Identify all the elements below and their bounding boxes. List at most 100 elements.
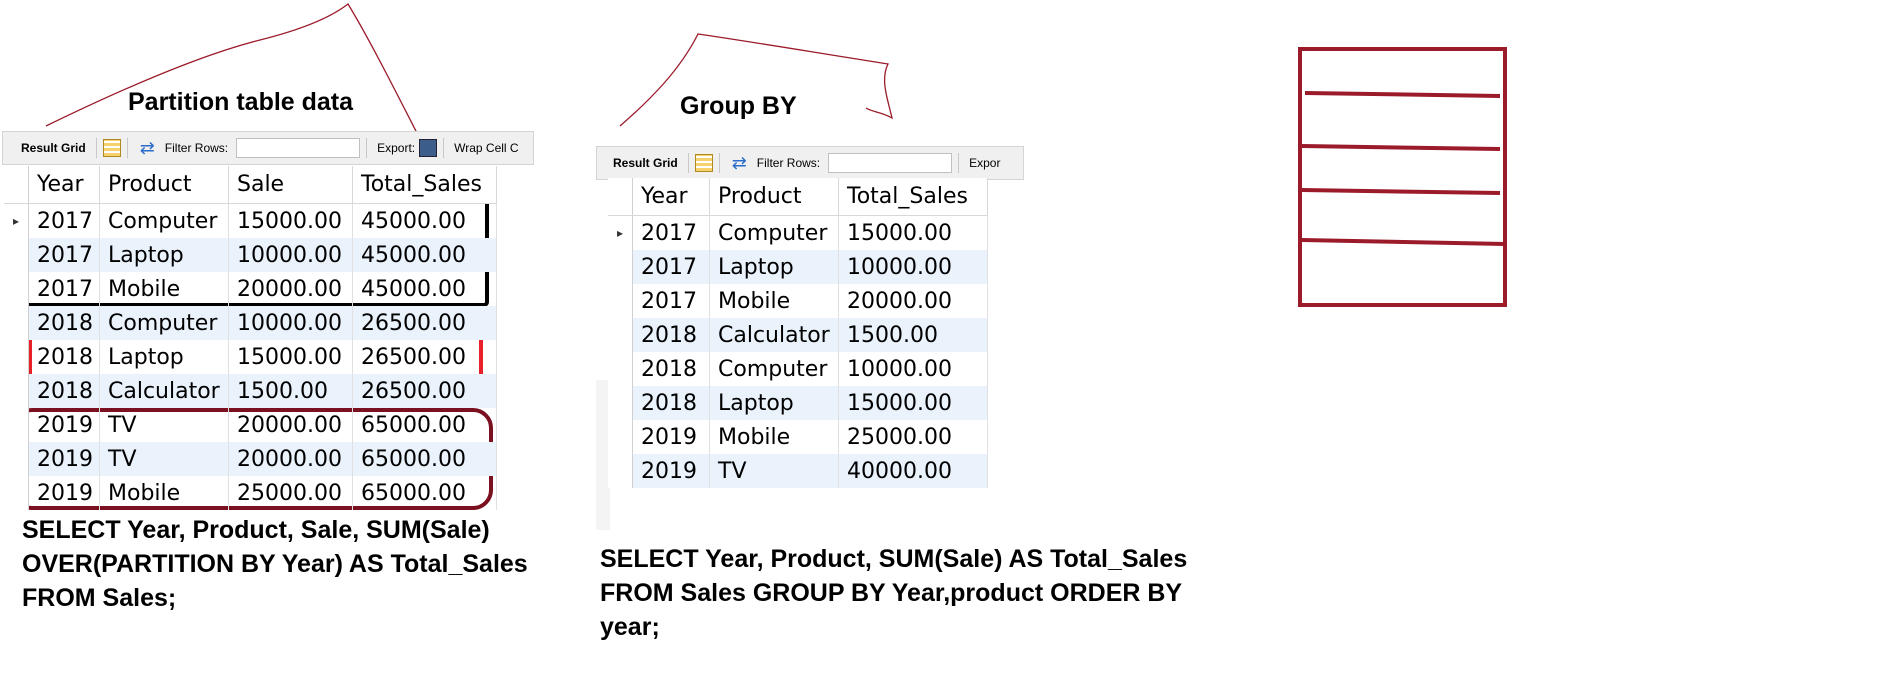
row-selector[interactable]: ▸ xyxy=(4,203,29,238)
cell-year[interactable]: 2018 xyxy=(28,340,100,374)
row-selector[interactable] xyxy=(4,442,29,476)
cell-year[interactable]: 2017 xyxy=(28,272,100,306)
cell-total[interactable]: 40000.00 xyxy=(838,454,988,488)
cell-product[interactable]: Calculator xyxy=(709,318,839,352)
cell-sale[interactable]: 1500.00 xyxy=(228,374,353,408)
cell-total[interactable]: 10000.00 xyxy=(838,352,988,386)
cell-total[interactable]: 1500.00 xyxy=(838,318,988,352)
table-row[interactable]: 2019 Mobile 25000.00 xyxy=(608,420,988,454)
column-header-year[interactable]: Year xyxy=(632,178,710,216)
table-row[interactable]: 2018 Computer 10000.00 xyxy=(608,352,988,386)
result-grid-tab[interactable]: Result Grid xyxy=(613,156,678,170)
export-save-icon[interactable] xyxy=(419,139,438,157)
filter-rows-input[interactable] xyxy=(828,153,953,173)
row-selector[interactable] xyxy=(4,408,29,442)
cell-product[interactable]: Laptop xyxy=(99,340,229,374)
row-selector[interactable] xyxy=(4,476,29,510)
cell-total[interactable]: 15000.00 xyxy=(838,386,988,420)
table-row[interactable]: 2018 Computer 10000.00 26500.00 xyxy=(4,306,497,340)
cell-total[interactable]: 45000.00 xyxy=(352,238,497,272)
cell-total[interactable]: 65000.00 xyxy=(352,408,497,442)
cell-year[interactable]: 2019 xyxy=(632,420,710,454)
cell-year[interactable]: 2017 xyxy=(28,238,100,272)
refresh-icon[interactable]: ⇄ xyxy=(139,137,155,158)
cell-year[interactable]: 2018 xyxy=(632,386,710,420)
cell-sale[interactable]: 20000.00 xyxy=(228,272,353,306)
row-selector[interactable] xyxy=(608,386,633,420)
row-selector[interactable] xyxy=(608,284,633,318)
cell-product[interactable]: Mobile xyxy=(709,284,839,318)
cell-year[interactable]: 2017 xyxy=(632,215,710,250)
cell-total[interactable]: 25000.00 xyxy=(838,420,988,454)
cell-product[interactable]: Laptop xyxy=(709,386,839,420)
column-header-sale[interactable]: Sale xyxy=(228,166,353,204)
grid-view-icon[interactable] xyxy=(694,154,713,172)
cell-product[interactable]: TV xyxy=(99,408,229,442)
cell-total[interactable]: 45000.00 xyxy=(352,203,497,238)
cell-product[interactable]: TV xyxy=(709,454,839,488)
cell-year[interactable]: 2019 xyxy=(28,408,100,442)
table-row[interactable]: 2018 Calculator 1500.00 26500.00 xyxy=(4,374,497,408)
column-header-total-sales[interactable]: Total_Sales xyxy=(838,178,988,216)
cell-total[interactable]: 26500.00 xyxy=(352,374,497,408)
cell-product[interactable]: Mobile xyxy=(99,476,229,510)
cell-sale[interactable]: 10000.00 xyxy=(228,238,353,272)
cell-sale[interactable]: 15000.00 xyxy=(228,203,353,238)
cell-year[interactable]: 2018 xyxy=(28,374,100,408)
column-header-year[interactable]: Year xyxy=(28,166,100,204)
cell-year[interactable]: 2017 xyxy=(632,284,710,318)
cell-product[interactable]: Computer xyxy=(99,306,229,340)
cell-sale[interactable]: 20000.00 xyxy=(228,442,353,476)
grid-view-icon[interactable] xyxy=(102,139,121,157)
cell-product[interactable]: Laptop xyxy=(99,238,229,272)
table-row[interactable]: 2018 Laptop 15000.00 26500.00 xyxy=(4,340,497,374)
row-selector[interactable] xyxy=(4,238,29,272)
cell-product[interactable]: Computer xyxy=(709,215,839,250)
table-row[interactable]: 2018 Calculator 1500.00 xyxy=(608,318,988,352)
cell-product[interactable]: Mobile xyxy=(709,420,839,454)
cell-product[interactable]: Laptop xyxy=(709,250,839,284)
row-selector[interactable] xyxy=(608,318,633,352)
row-selector[interactable] xyxy=(4,340,29,374)
cell-total[interactable]: 65000.00 xyxy=(352,476,497,510)
row-selector[interactable]: ▸ xyxy=(608,215,633,250)
table-row[interactable]: ▸ 2017 Computer 15000.00 45000.00 xyxy=(4,203,497,238)
cell-sale[interactable]: 10000.00 xyxy=(228,306,353,340)
table-row[interactable]: 2017 Laptop 10000.00 xyxy=(608,250,988,284)
cell-total[interactable]: 65000.00 xyxy=(352,442,497,476)
table-row[interactable]: ▸ 2017 Computer 15000.00 xyxy=(608,215,988,250)
cell-year[interactable]: 2019 xyxy=(28,476,100,510)
column-header-total-sales[interactable]: Total_Sales xyxy=(352,166,497,204)
cell-year[interactable]: 2019 xyxy=(28,442,100,476)
table-row[interactable]: 2018 Laptop 15000.00 xyxy=(608,386,988,420)
cell-sale[interactable]: 25000.00 xyxy=(228,476,353,510)
cell-year[interactable]: 2018 xyxy=(28,306,100,340)
cell-sale[interactable]: 20000.00 xyxy=(228,408,353,442)
cell-product[interactable]: Computer xyxy=(99,203,229,238)
wrap-cell-content-toggle[interactable]: Wrap Cell C xyxy=(454,141,519,155)
result-grid-tab[interactable]: Result Grid xyxy=(21,141,86,155)
column-header-product[interactable]: Product xyxy=(709,178,839,216)
cell-total[interactable]: 26500.00 xyxy=(352,340,497,374)
cell-total[interactable]: 45000.00 xyxy=(352,272,497,306)
cell-year[interactable]: 2018 xyxy=(632,352,710,386)
cell-total[interactable]: 20000.00 xyxy=(838,284,988,318)
cell-product[interactable]: Mobile xyxy=(99,272,229,306)
cell-sale[interactable]: 15000.00 xyxy=(228,340,353,374)
table-row[interactable]: 2017 Laptop 10000.00 45000.00 xyxy=(4,238,497,272)
row-selector[interactable] xyxy=(608,250,633,284)
row-selector[interactable] xyxy=(608,420,633,454)
table-row[interactable]: 2019 TV 20000.00 65000.00 xyxy=(4,408,497,442)
row-selector[interactable] xyxy=(608,352,633,386)
cell-year[interactable]: 2018 xyxy=(632,318,710,352)
table-row[interactable]: 2019 Mobile 25000.00 65000.00 xyxy=(4,476,497,510)
row-selector[interactable] xyxy=(4,306,29,340)
table-row[interactable]: 2019 TV 40000.00 xyxy=(608,454,988,488)
row-selector[interactable] xyxy=(4,374,29,408)
filter-rows-input[interactable] xyxy=(236,138,361,158)
cell-total[interactable]: 15000.00 xyxy=(838,215,988,250)
cell-product[interactable]: Computer xyxy=(709,352,839,386)
table-row[interactable]: 2019 TV 20000.00 65000.00 xyxy=(4,442,497,476)
cell-product[interactable]: Calculator xyxy=(99,374,229,408)
row-selector[interactable] xyxy=(4,272,29,306)
